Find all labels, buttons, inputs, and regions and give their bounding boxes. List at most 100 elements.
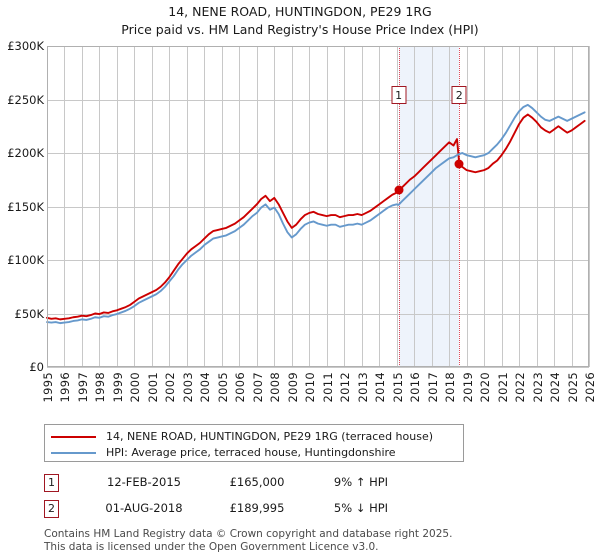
chart-legend: 14, NENE ROAD, HUNTINGDON, PE29 1RG (ter… bbox=[44, 424, 464, 462]
footer-line-1: Contains HM Land Registry data © Crown c… bbox=[44, 528, 453, 540]
page-subtitle: Price paid vs. HM Land Registry's House … bbox=[121, 22, 479, 37]
x-axis-tick-label: 2022 bbox=[513, 372, 528, 403]
legend-color-swatch bbox=[51, 435, 96, 438]
x-axis-tick-label: 2024 bbox=[548, 372, 563, 403]
gridline-horizontal bbox=[47, 99, 589, 101]
gridline-vertical bbox=[589, 46, 590, 367]
gridline-vertical bbox=[169, 46, 171, 367]
x-axis-tick-label: 2004 bbox=[198, 372, 213, 403]
transaction-price: £165,000 bbox=[229, 475, 285, 489]
x-axis-tick-label: 2026 bbox=[583, 372, 597, 403]
x-axis-tick-label: 2010 bbox=[303, 372, 318, 403]
transaction-hpi-delta: 5% ↓ HPI bbox=[333, 501, 389, 515]
legend-label: 14, NENE ROAD, HUNTINGDON, PE29 1RG (ter… bbox=[106, 430, 434, 443]
x-axis-tick-label: 2018 bbox=[443, 372, 458, 403]
gridline-vertical bbox=[519, 46, 521, 367]
table-row: 1 12-FEB-2015 £165,000 9% ↑ HPI bbox=[44, 472, 464, 498]
x-axis-tick-label: 2001 bbox=[145, 372, 160, 403]
gridline-horizontal bbox=[47, 153, 589, 154]
gridline-vertical bbox=[81, 46, 83, 367]
x-axis-tick-label: 1997 bbox=[75, 372, 90, 403]
gridline-vertical bbox=[239, 46, 241, 367]
gridline-horizontal bbox=[47, 260, 589, 261]
series-price-paid bbox=[46, 113, 586, 321]
x-axis-tick-label: 2021 bbox=[495, 372, 510, 403]
transaction-date: 12-FEB-2015 bbox=[107, 475, 181, 489]
gridline-vertical bbox=[151, 46, 153, 367]
series-layer bbox=[46, 103, 586, 325]
gridline-vertical bbox=[64, 46, 66, 367]
gridline-vertical bbox=[431, 46, 433, 367]
gridline-vertical bbox=[484, 46, 486, 367]
footer-attribution: Contains HM Land Registry data © Crown c… bbox=[44, 528, 584, 553]
x-axis-tick-label: 2016 bbox=[408, 372, 423, 403]
y-axis-tick-label: £100K bbox=[7, 253, 44, 267]
gridline-horizontal bbox=[47, 206, 589, 208]
x-axis-tick-label: 2014 bbox=[373, 372, 388, 403]
chart-title-block: 14, NENE ROAD, HUNTINGDON, PE29 1RG Pric… bbox=[0, 3, 600, 39]
x-axis-tick-label: 2008 bbox=[268, 372, 283, 403]
x-axis-tick-label: 1998 bbox=[93, 372, 108, 403]
y-axis-tick-label: £50K bbox=[14, 306, 45, 321]
transaction-index-badge: 1 bbox=[44, 474, 59, 492]
transactions-table: 1 12-FEB-2015 £165,000 9% ↑ HPI 2 01-AUG-2018… bbox=[44, 472, 464, 524]
y-axis-tick-label: £250K bbox=[7, 92, 44, 107]
sale-marker-line bbox=[459, 46, 461, 367]
gridline-vertical bbox=[536, 46, 538, 367]
gridline-vertical bbox=[501, 46, 503, 367]
y-axis-tick-label: £0 bbox=[29, 360, 44, 374]
gridline-vertical bbox=[309, 46, 311, 367]
gridline-horizontal bbox=[47, 367, 589, 368]
transaction-hpi-delta: 9% ↑ HPI bbox=[333, 475, 389, 489]
x-axis-tick-label: 2000 bbox=[128, 372, 143, 403]
x-axis-tick-label: 2006 bbox=[233, 372, 248, 403]
gridline-vertical bbox=[554, 46, 556, 367]
table-row: 2 01-AUG-2018 £189,995 5% ↓ HPI bbox=[44, 498, 464, 524]
gridline-vertical bbox=[204, 46, 206, 367]
x-axis-tick-label: 2009 bbox=[285, 372, 300, 403]
x-axis-tick-label: 2020 bbox=[478, 372, 493, 403]
x-axis-tick-label: 2002 bbox=[163, 372, 178, 403]
legend-color-swatch bbox=[51, 451, 96, 454]
sale-marker-dot-1[interactable] bbox=[394, 185, 404, 195]
gridline-vertical bbox=[274, 46, 276, 367]
gridline-vertical bbox=[466, 46, 468, 367]
y-axis-tick-label: £300K bbox=[7, 39, 44, 53]
page-title: 14, NENE ROAD, HUNTINGDON, PE29 1RG bbox=[168, 4, 432, 19]
gridline-vertical bbox=[99, 46, 101, 367]
x-axis-tick-label: 2025 bbox=[565, 372, 580, 403]
gridline-vertical bbox=[291, 46, 293, 367]
transaction-price: £189,995 bbox=[229, 501, 285, 515]
gridline-vertical bbox=[326, 46, 328, 367]
x-axis-tick-label: 2019 bbox=[460, 372, 475, 403]
gridline-vertical bbox=[134, 46, 136, 367]
gridline-horizontal bbox=[47, 313, 589, 315]
transaction-date: 01-AUG-2018 bbox=[105, 501, 183, 515]
sale-marker-dot-2[interactable] bbox=[454, 159, 464, 169]
gridline-vertical bbox=[256, 46, 258, 367]
gridline-vertical bbox=[186, 46, 188, 367]
sale-marker-tag-2[interactable]: 2 bbox=[451, 86, 467, 104]
gridline-vertical bbox=[344, 46, 346, 367]
gridline-vertical bbox=[449, 46, 451, 367]
gridline-vertical bbox=[116, 46, 118, 367]
sale-marker-tag-1[interactable]: 1 bbox=[391, 86, 407, 104]
legend-item: HPI: Average price, terraced house, Hunt… bbox=[51, 445, 457, 460]
y-axis-tick-label: £200K bbox=[7, 146, 44, 160]
gridline-vertical bbox=[414, 46, 416, 367]
x-axis-tick-label: 1999 bbox=[110, 372, 125, 403]
gridline-vertical bbox=[571, 46, 573, 367]
x-axis-tick-label: 2003 bbox=[180, 372, 195, 403]
x-axis-tick-label: 1996 bbox=[58, 372, 73, 403]
y-axis-tick-label: £150K bbox=[7, 199, 44, 214]
transaction-index-badge: 2 bbox=[44, 500, 59, 518]
gridline-vertical bbox=[396, 46, 398, 367]
x-axis-tick-label: 2007 bbox=[250, 372, 265, 403]
x-axis-tick-label: 2015 bbox=[390, 372, 405, 403]
gridline-vertical bbox=[379, 46, 381, 367]
x-axis-tick-label: 2017 bbox=[425, 372, 440, 403]
legend-item: 14, NENE ROAD, HUNTINGDON, PE29 1RG (ter… bbox=[51, 429, 457, 444]
gridline-vertical bbox=[361, 46, 363, 367]
x-axis-tick-label: 2012 bbox=[338, 372, 353, 403]
